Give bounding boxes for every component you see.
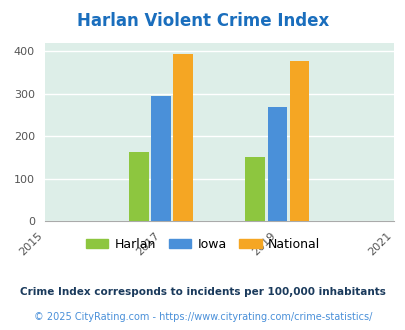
Bar bbox=[289, 61, 309, 221]
Bar bbox=[173, 54, 193, 221]
Bar bbox=[129, 152, 149, 221]
Text: © 2025 CityRating.com - https://www.cityrating.com/crime-statistics/: © 2025 CityRating.com - https://www.city… bbox=[34, 313, 371, 322]
Bar bbox=[151, 96, 171, 221]
Bar bbox=[267, 107, 287, 221]
Text: Harlan Violent Crime Index: Harlan Violent Crime Index bbox=[77, 13, 328, 30]
Legend: Harlan, Iowa, National: Harlan, Iowa, National bbox=[81, 233, 324, 256]
Text: Crime Index corresponds to incidents per 100,000 inhabitants: Crime Index corresponds to incidents per… bbox=[20, 287, 385, 297]
Bar bbox=[245, 157, 264, 221]
